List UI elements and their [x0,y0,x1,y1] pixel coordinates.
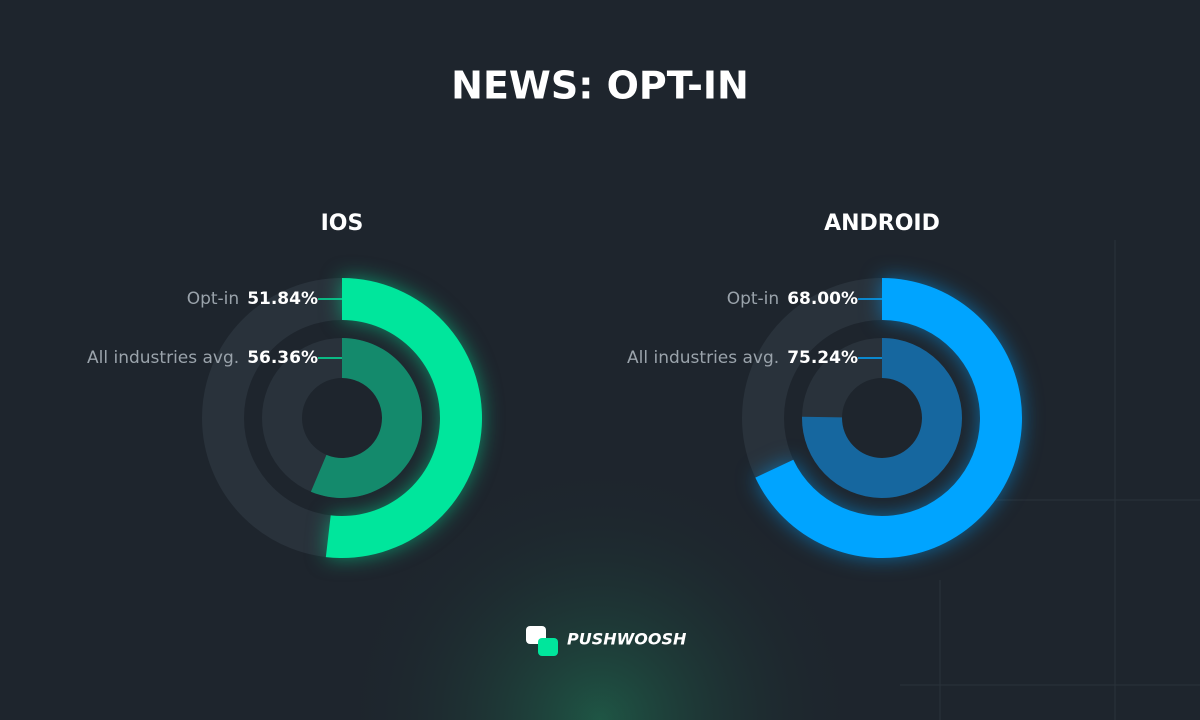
ring-label: All industries avg. 56.36% [87,348,318,368]
ring-bar [325,278,483,558]
ring-bar [802,338,962,499]
ring-label: All industries avg. 75.24% [627,348,858,368]
logo-text: PUSHWOOSH [567,630,687,649]
radial-chart: ANDROID Opt-in 68.00% All industries avg. 75… [627,211,1022,558]
ring-bar [310,338,422,498]
category-label: Opt-in [187,289,239,309]
chart-title: ANDROID [824,211,940,236]
logo: PUSHWOOSH [526,626,687,656]
value-label: 56.36% [247,348,318,368]
ring-label: Opt-in 51.84% [187,289,318,309]
ring-bar [755,278,1022,558]
category-label: All industries avg. [627,348,779,368]
category-label: Opt-in [727,289,779,309]
value-label: 75.24% [787,348,858,368]
ring-label: Opt-in 68.00% [727,289,858,309]
page-title: NEWS: OPT-IN [451,64,749,108]
chart-title: IOS [321,211,364,236]
value-label: 51.84% [247,289,318,309]
category-label: All industries avg. [87,348,239,368]
radial-chart: IOS Opt-in 51.84% All industries avg. 56.36% [87,211,483,558]
value-label: 68.00% [787,289,858,309]
decor-grid [900,240,1200,720]
